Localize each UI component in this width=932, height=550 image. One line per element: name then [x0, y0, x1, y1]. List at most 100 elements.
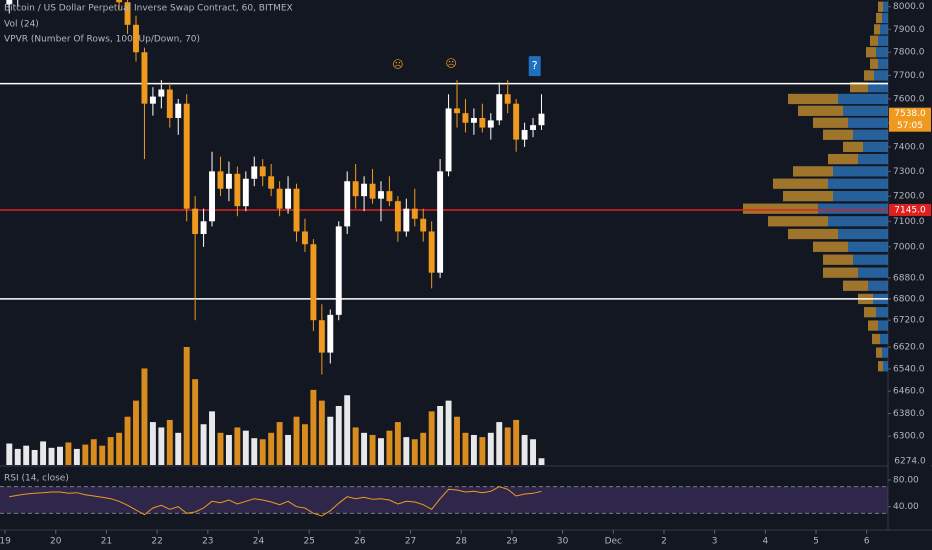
vpvr-up — [880, 24, 888, 35]
candle-body — [538, 113, 545, 126]
indicator-label: Vol (24) — [4, 20, 39, 30]
vpvr-up — [868, 280, 888, 291]
volume-bar — [487, 432, 494, 465]
vpvr-down — [878, 361, 883, 372]
rsi-tick-label: 80.00 — [893, 476, 919, 486]
x-tick-label: 23 — [202, 537, 213, 547]
vpvr-down — [864, 307, 876, 318]
y-tick-label: 6460.0 — [893, 387, 925, 397]
volume-bar — [470, 434, 477, 465]
annotation: ☹ — [392, 58, 403, 71]
vpvr-down — [866, 47, 876, 58]
vpvr-down — [843, 141, 863, 153]
volume-bar — [48, 447, 55, 465]
x-tick-label: 21 — [101, 537, 112, 547]
volume-bar — [200, 424, 207, 465]
annotation: ? — [532, 59, 538, 72]
vpvr-down — [843, 280, 868, 291]
volume-label: 6274.0 — [894, 457, 926, 467]
candle-body — [378, 191, 384, 199]
volume-bar — [73, 448, 80, 465]
vpvr-up — [876, 47, 888, 58]
volume-bar — [141, 368, 148, 465]
volume-bar — [133, 400, 139, 465]
volume-bar — [428, 411, 435, 465]
vpvr-up — [853, 254, 888, 265]
volume-bar — [158, 427, 165, 465]
volume-bar — [335, 406, 342, 465]
vpvr-up — [818, 203, 888, 214]
vpvr-up — [828, 216, 888, 227]
candle-body — [369, 183, 376, 199]
volume-bar — [352, 427, 359, 465]
candle-body — [521, 129, 528, 140]
vpvr-down — [773, 178, 828, 189]
volume-bar — [183, 347, 190, 465]
x-tick-label: 27 — [405, 537, 416, 547]
volume-bar — [530, 439, 536, 465]
vpvr-up — [874, 70, 888, 81]
volume-bar — [99, 445, 106, 465]
candle-body — [259, 166, 266, 177]
vpvr-up — [858, 267, 888, 278]
vpvr-up — [833, 166, 888, 177]
candle-body — [428, 231, 435, 273]
volume-bar — [23, 445, 30, 465]
candle-body — [149, 96, 156, 104]
volume-bar — [192, 379, 199, 465]
vpvr-up — [883, 1, 888, 12]
rsi-line — [9, 486, 542, 517]
volume-bar — [259, 439, 266, 465]
volume-bar — [276, 422, 283, 465]
vpvr-up — [828, 178, 888, 189]
vpvr-up — [878, 35, 888, 46]
vpvr-down — [768, 216, 828, 227]
candle-body — [470, 117, 477, 123]
y-tick-label: 6300.0 — [893, 432, 925, 442]
y-tick-label: 7100.0 — [893, 217, 925, 227]
countdown: 57:05 — [897, 121, 923, 131]
volume-bar — [209, 411, 215, 465]
chart-title: Bitcoin / US Dollar Perpetual Inverse Sw… — [4, 4, 293, 14]
candle-body — [268, 176, 275, 189]
y-tick-label: 8000.0 — [893, 2, 925, 12]
y-tick-label: 6380.0 — [893, 409, 925, 419]
x-tick-label: 5 — [813, 537, 819, 547]
volume-bar — [310, 389, 317, 465]
volume-bar — [293, 416, 300, 465]
vpvr-up — [848, 117, 888, 128]
candle-body — [361, 183, 368, 197]
y-tick-label: 7000.0 — [893, 242, 925, 252]
candle-body — [209, 171, 215, 222]
candle-body — [116, 0, 123, 3]
candle-body — [225, 173, 232, 189]
candle-body — [487, 120, 494, 128]
candle-body — [175, 103, 182, 118]
rsi-label: RSI (14, close) — [4, 474, 69, 484]
rsi-band — [0, 486, 888, 514]
x-tick-label: 19 — [0, 537, 11, 547]
y-tick-label: 7400.0 — [893, 142, 925, 152]
vpvr-up — [858, 153, 888, 165]
x-tick-label: 24 — [253, 537, 265, 547]
y-tick-label: 7700.0 — [893, 71, 925, 81]
candle-body — [411, 208, 418, 219]
vpvr-up — [876, 307, 888, 318]
vpvr-down — [878, 1, 883, 12]
volume-bar — [403, 437, 410, 465]
vpvr-down — [788, 228, 838, 240]
price-label-box — [889, 203, 931, 216]
vpvr-up — [878, 58, 888, 69]
volume-bar — [31, 449, 38, 465]
x-tick-label: 28 — [456, 537, 468, 547]
volume-bar — [318, 400, 325, 465]
volume-bar — [378, 438, 384, 465]
candle-body — [386, 191, 393, 202]
x-tick-label: 2 — [661, 537, 667, 547]
volume-bar — [82, 444, 89, 465]
volume-bar — [327, 416, 334, 465]
x-tick-label: 25 — [303, 537, 314, 547]
vpvr-down — [813, 117, 848, 128]
volume-bar — [65, 442, 72, 465]
vpvr-up — [848, 241, 888, 252]
